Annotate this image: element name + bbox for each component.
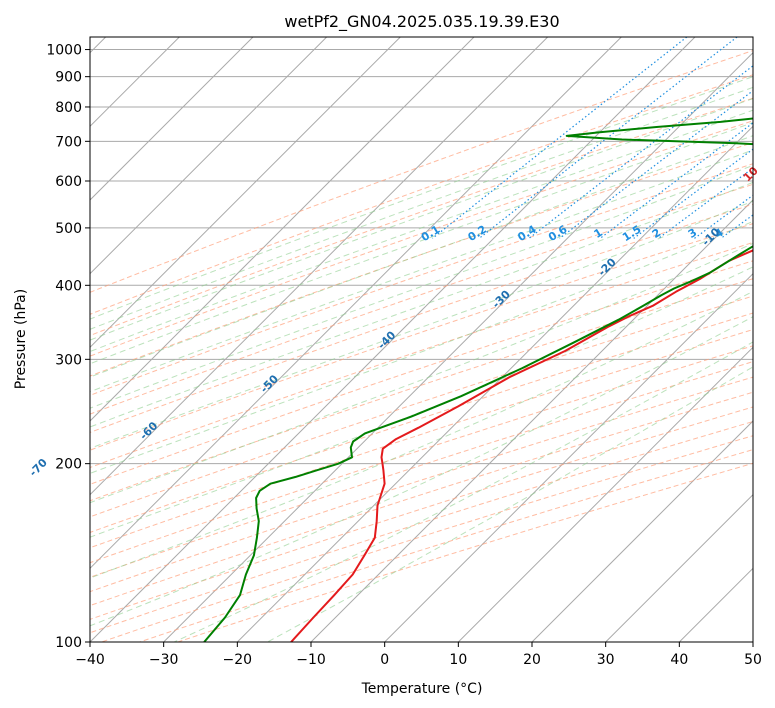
dry-adiabat-line	[90, 260, 753, 485]
isotherm-line	[310, 199, 753, 642]
isotherm-line	[457, 346, 753, 642]
moist-adiabat-line	[90, 76, 753, 320]
moist-adiabat-line	[90, 98, 753, 341]
x-tick-label: −30	[149, 652, 179, 668]
x-tick-label: 30	[597, 652, 615, 668]
dry-adiabat-line	[90, 361, 753, 578]
y-axis-label: Pressure (hPa)	[13, 289, 29, 389]
dry-adiabat-line	[90, 223, 753, 451]
isotherm-line	[384, 272, 753, 642]
x-axis-label: Temperature (°C)	[361, 681, 483, 697]
isotherm-line	[163, 51, 753, 642]
moist-adiabat-line	[267, 366, 753, 642]
dry-adiabat-line	[177, 462, 753, 642]
x-tick-label: 20	[523, 652, 541, 668]
y-tick-label: 900	[55, 70, 82, 86]
moist-adiabat-line	[90, 200, 753, 449]
chart-title: wetPf2_GN04.2025.035.19.39.E30	[284, 12, 559, 32]
x-tick-label: −40	[75, 652, 105, 668]
moist-adiabat-line	[173, 341, 753, 642]
y-tick-label: 1000	[46, 43, 82, 59]
x-tick-label: 40	[670, 652, 688, 668]
moist-adiabat-line	[90, 290, 753, 579]
x-tick-label: −20	[223, 652, 253, 668]
moist-adiabat-line	[90, 164, 753, 409]
dry-adiabat-line	[90, 241, 753, 469]
isotherm-label: -20	[596, 255, 619, 278]
profile-lines	[203, 117, 753, 642]
dry-adiabat-line	[90, 97, 753, 337]
y-axis: 100 200 300 400 500 600 700 800 900 1000	[46, 43, 90, 651]
dry-adiabat-line	[90, 376, 753, 593]
isotherm-line	[90, 37, 254, 201]
isotherm-line	[236, 125, 753, 642]
dry-adiabat-line	[90, 312, 753, 533]
isotherm-label: -60	[137, 419, 160, 442]
y-tick-label: 500	[55, 221, 82, 237]
isotherm-label: -50	[258, 372, 281, 395]
x-tick-label: 10	[449, 652, 467, 668]
mixing-ratio-label: 0.1	[419, 223, 442, 244]
moist-adiabat-line	[90, 181, 753, 428]
x-tick-label: 0	[380, 652, 389, 668]
y-tick-label: 200	[55, 457, 82, 473]
mixing-ratio-line	[658, 167, 753, 239]
temperature-profile-line	[290, 249, 753, 642]
dry-adiabat-line	[90, 142, 753, 377]
isotherm-line	[752, 641, 753, 642]
y-tick-label: 800	[55, 100, 82, 116]
isotherm-label: -40	[375, 328, 398, 351]
dry-adiabat-line	[90, 50, 753, 293]
mixing-ratio-line	[720, 214, 753, 239]
y-tick-label: 400	[55, 278, 82, 294]
mixing-ratio-line	[478, 37, 738, 239]
isotherm-label: -70	[27, 456, 50, 479]
y-tick-label: 300	[55, 352, 82, 368]
isotherm-line	[90, 37, 549, 496]
mixing-ratio-line	[559, 89, 753, 239]
moist-adiabat-line	[90, 135, 753, 378]
y-tick-label: 100	[55, 635, 82, 651]
mixing-ratio-line	[760, 37, 775, 238]
dry-adiabat-line	[90, 391, 753, 607]
dry-adiabat-line	[90, 295, 753, 518]
background-lines	[90, 37, 775, 642]
dry-adiabat-line	[90, 278, 753, 502]
isotherm-line	[678, 567, 753, 642]
moist-adiabat-line	[90, 86, 753, 330]
dry-adiabat-line	[101, 435, 753, 642]
mixing-ratio-label: 0.4	[515, 223, 539, 245]
isotherm-line	[90, 37, 401, 349]
mixing-ratio-line	[432, 37, 688, 239]
isotherm-line	[605, 493, 753, 642]
isotherm-line	[90, 37, 475, 422]
dewpoint-profile-line	[203, 117, 753, 642]
y-tick-label: 600	[55, 174, 82, 190]
y-tick-label: 700	[55, 134, 82, 150]
moist-adiabat-line	[90, 242, 753, 504]
isotherm-line	[90, 37, 622, 570]
x-axis: −40 −30 −20 −10 0 10 20 30 40 50	[75, 642, 762, 668]
dry-adiabat-line	[90, 329, 753, 549]
mixing-ratio-line	[633, 148, 753, 239]
moist-adiabat-line	[90, 121, 753, 365]
plot-frame	[89, 36, 754, 643]
moist-adiabat-line	[90, 109, 753, 353]
dry-adiabat-line	[90, 345, 753, 564]
x-tick-label: 50	[744, 652, 762, 668]
dry-adiabat-line	[90, 163, 753, 396]
x-tick-label: −10	[296, 652, 326, 668]
mixing-ratio-label: 0.2	[466, 223, 489, 244]
isotherm-line	[90, 37, 328, 275]
isotherm-line	[531, 420, 753, 642]
